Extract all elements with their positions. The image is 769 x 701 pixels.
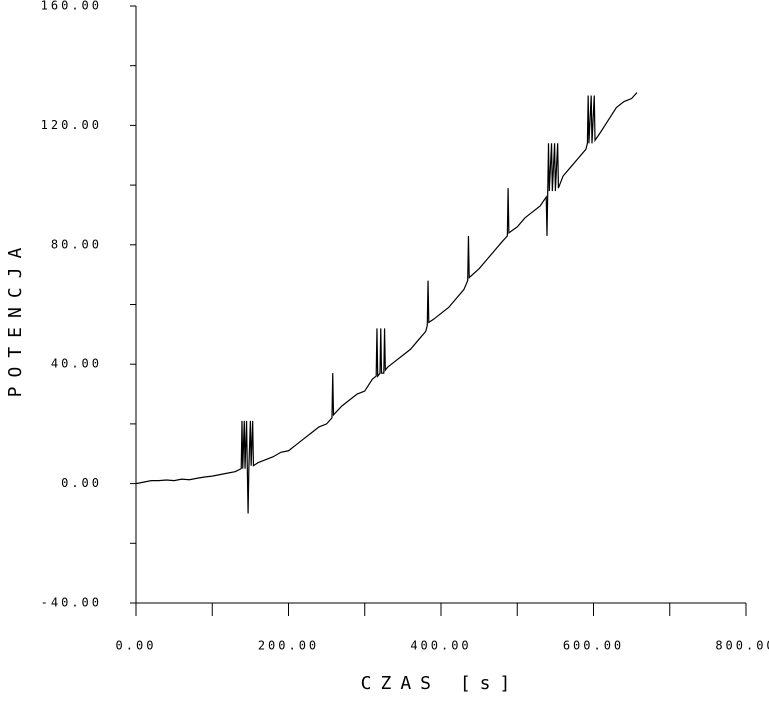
x-tick-label: 800.00 xyxy=(715,639,769,653)
data-line xyxy=(135,92,638,514)
x-tick-label: 600.00 xyxy=(563,639,624,653)
y-tick-label: 80.00 xyxy=(51,237,102,251)
y-tick-label: -40.00 xyxy=(41,596,102,610)
y-tick-label: 40.00 xyxy=(51,357,102,371)
x-tick-label: 200.00 xyxy=(258,639,319,653)
x-axis-title: CZAS [s] xyxy=(361,673,520,694)
y-axis-title: POTENCJA xyxy=(5,239,26,398)
x-tick-label: 0.00 xyxy=(116,639,157,653)
y-tick-label: 0.00 xyxy=(61,476,102,490)
y-tick-label: 160.00 xyxy=(41,0,102,13)
x-tick-label: 400.00 xyxy=(410,639,471,653)
y-tick-label: 120.00 xyxy=(41,118,102,132)
